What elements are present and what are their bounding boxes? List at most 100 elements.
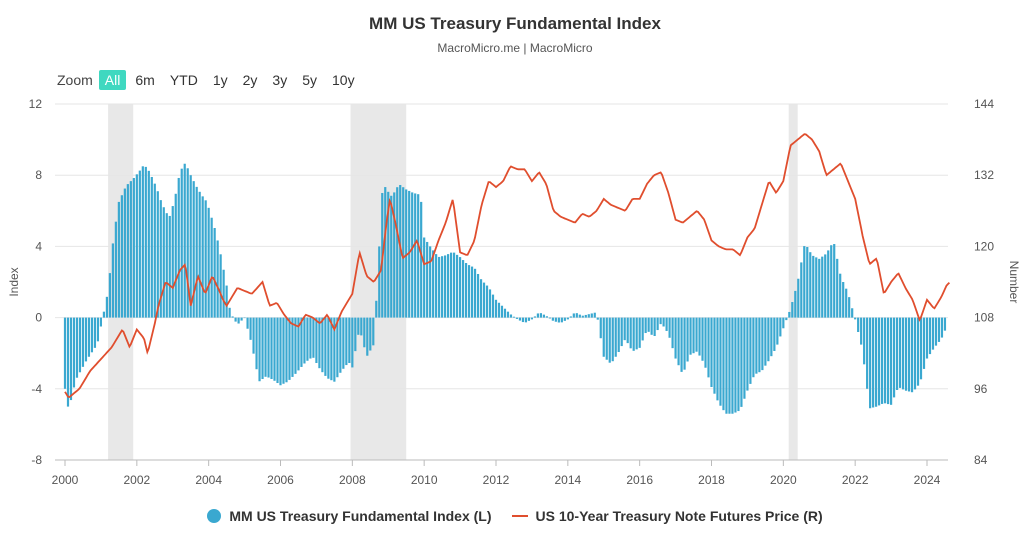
index-bar [429, 246, 432, 318]
index-bar [354, 317, 357, 352]
index-bar [168, 215, 171, 318]
index-bar [426, 241, 429, 318]
index-bar [452, 252, 456, 318]
range-button-ytd[interactable]: YTD [169, 72, 198, 88]
index-bar [479, 279, 483, 318]
index-bar [141, 166, 144, 318]
index-bar [683, 317, 686, 370]
index-bar [776, 317, 779, 345]
index-bar [901, 317, 905, 390]
index-bar [234, 317, 237, 322]
index-bar [339, 317, 342, 373]
index-bar [791, 302, 794, 318]
index-bar [87, 317, 91, 357]
range-button-10y[interactable]: 10y [332, 72, 355, 88]
x-tick-label: 2024 [914, 473, 941, 487]
index-bar [261, 317, 264, 380]
index-bar [695, 317, 698, 352]
index-bar [276, 317, 279, 384]
index-bar [509, 314, 513, 318]
index-bar [913, 317, 917, 390]
index-bar [216, 240, 219, 318]
range-button-all[interactable]: All [98, 70, 127, 90]
x-tick-label: 2000 [52, 473, 79, 487]
index-bar [611, 317, 614, 362]
index-bar [767, 317, 770, 362]
index-bar [84, 317, 88, 362]
index-bar [405, 189, 408, 318]
index-bar [749, 317, 752, 384]
range-button-5y[interactable]: 5y [302, 72, 317, 88]
index-bar [566, 317, 569, 320]
x-tick-label: 2016 [626, 473, 653, 487]
range-button-2y[interactable]: 2y [242, 72, 258, 88]
index-bar [653, 317, 656, 336]
index-bar [476, 273, 480, 318]
index-bar [563, 317, 566, 321]
index-bar [111, 243, 114, 318]
x-tick-label: 2018 [698, 473, 725, 487]
index-bar [93, 317, 97, 348]
index-bar [557, 317, 560, 323]
index-bar [117, 201, 120, 318]
index-bar [692, 317, 695, 354]
range-button-1y[interactable]: 1y [212, 72, 228, 88]
index-bar [806, 246, 809, 318]
chart-subtitle: MacroMicro.me | MacroMicro [437, 41, 593, 55]
index-bar [524, 317, 528, 323]
index-bar [264, 317, 267, 377]
index-bar [575, 313, 578, 318]
index-bar [743, 317, 746, 399]
index-bar [506, 311, 510, 318]
x-tick-label: 2004 [195, 473, 222, 487]
legend-label-index: MM US Treasury Fundamental Index (L) [229, 508, 492, 524]
index-bar [186, 168, 189, 318]
index-bar [818, 258, 821, 318]
range-button-6m[interactable]: 6m [135, 72, 155, 88]
index-bar [258, 317, 261, 382]
index-bar [174, 193, 177, 318]
index-bar [147, 170, 150, 318]
index-bar [372, 317, 375, 346]
index-bar [213, 228, 216, 318]
index-bar [138, 170, 141, 318]
zoom-label: Zoom [57, 72, 93, 88]
index-bar [907, 317, 911, 392]
index-bar [608, 317, 611, 363]
index-bar [252, 317, 255, 354]
chart-plot: -8 -4 0 4 8 12 84 96 108 120 132 144 2000 2002 2004 200… [7, 97, 1021, 487]
index-bar [626, 317, 629, 344]
right-tick-label: 120 [974, 239, 994, 253]
index-bar [455, 254, 459, 318]
index-bar [78, 317, 82, 373]
index-bar [632, 317, 635, 351]
index-bar [435, 254, 438, 318]
index-bar [482, 282, 486, 318]
index-bar [530, 317, 534, 320]
index-bar [363, 317, 366, 348]
index-bar [584, 314, 587, 318]
index-bar [671, 317, 674, 349]
index-bar [494, 299, 498, 318]
index-bar [467, 265, 471, 318]
legend-item-price[interactable]: US 10-Year Treasury Note Futures Price (… [511, 508, 823, 524]
index-bar [644, 317, 647, 334]
index-bar [794, 290, 797, 318]
index-bar [345, 317, 348, 366]
index-bar [201, 196, 204, 318]
index-bar [315, 317, 318, 363]
index-bar [647, 317, 650, 332]
index-bar [285, 317, 288, 383]
index-bar [764, 317, 767, 366]
index-bar [270, 317, 273, 380]
index-bar [438, 256, 441, 318]
index-bar [677, 317, 680, 366]
range-button-3y[interactable]: 3y [272, 72, 288, 88]
index-bar [132, 178, 135, 318]
index-bar [153, 183, 156, 318]
index-bar [599, 317, 602, 339]
index-bar [740, 317, 743, 407]
legend-item-index[interactable]: MM US Treasury Fundamental Index (L) [207, 508, 492, 524]
index-bar [324, 317, 327, 376]
index-bar [857, 317, 860, 332]
